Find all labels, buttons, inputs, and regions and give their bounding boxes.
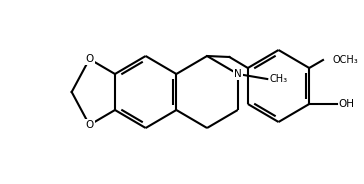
Text: CH₃: CH₃ — [269, 74, 287, 84]
Text: O: O — [85, 54, 94, 64]
Text: OH: OH — [339, 99, 355, 109]
Text: N: N — [234, 69, 242, 79]
Text: OCH₃: OCH₃ — [333, 55, 359, 65]
Text: O: O — [85, 120, 94, 130]
